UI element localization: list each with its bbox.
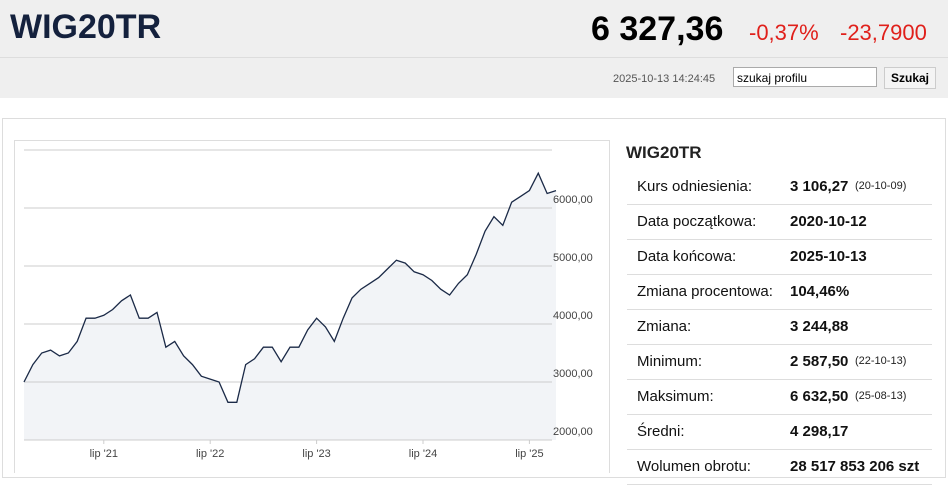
- stats-label: Średni:: [637, 423, 685, 440]
- timestamp: 2025-10-13 14:24:45: [613, 73, 716, 85]
- stats-value: 4 298,17: [790, 423, 849, 440]
- chart: 2000,00 3000,00 4000,00 5000,00 6000,00 lip '…: [14, 140, 610, 473]
- separator: [0, 57, 948, 58]
- stats-note: (22-10-13): [855, 355, 907, 367]
- y-tick-label: 4000,00: [553, 310, 593, 322]
- stats-label: Maksimum:: [637, 388, 714, 405]
- x-tick-label: lip '24: [409, 448, 437, 460]
- stats-title: WIG20TR: [626, 143, 702, 162]
- header: WIG20TR 6 327,36 -0,37% -23,7900 2025-10…: [0, 0, 948, 98]
- stats-row: Średni: 4 298,17: [627, 415, 932, 450]
- stats-note: (20-10-09): [855, 180, 907, 192]
- y-tick-label: 3000,00: [553, 368, 593, 380]
- stats-row: Minimum: 2 587,50 (22-10-13): [627, 345, 932, 380]
- stats-value: 6 632,50: [790, 388, 849, 405]
- x-tick-label: lip '25: [515, 448, 543, 460]
- stats-row: Kurs odniesienia: 3 106,27 (20-10-09): [627, 170, 932, 205]
- stats-value: 28 517 853 206 szt: [790, 458, 920, 475]
- stats-value: 104,46%: [790, 283, 850, 300]
- change-pct: -0,37%: [749, 20, 819, 45]
- chart-frame: [14, 140, 610, 473]
- stats-label: Zmiana procentowa:: [637, 283, 773, 300]
- stats-table: Kurs odniesienia: 3 106,27 (20-10-09) Data …: [627, 170, 932, 485]
- stats-label: Wolumen obrotu:: [637, 458, 751, 475]
- stats-row: Wolumen obrotu: 28 517 853 206 szt: [627, 450, 932, 485]
- x-tick-label: lip '21: [90, 448, 118, 460]
- search-input[interactable]: szukaj profilu: [733, 67, 877, 87]
- x-tick-label: lip '23: [302, 448, 330, 460]
- stats-label: Minimum:: [637, 353, 703, 370]
- line: [23, 171, 557, 403]
- change-abs: -23,7900: [840, 20, 927, 45]
- stats-label: Zmiana:: [637, 318, 692, 335]
- y-tick-label: 5000,00: [553, 252, 593, 264]
- symbol: WIG20TR: [10, 8, 162, 46]
- stats-label: Data początkowa:: [637, 213, 757, 230]
- stats-value: 2 587,50: [790, 353, 849, 370]
- x-tick-label: lip '22: [196, 448, 224, 460]
- stats-row: Data końcowa: 2025-10-13: [627, 240, 932, 275]
- area: [24, 173, 556, 440]
- stats-value: 2020-10-12: [790, 213, 867, 230]
- stats-value: 3 106,27: [790, 178, 849, 195]
- stats-row: Data początkowa: 2020-10-12: [627, 205, 932, 240]
- stats-label: Kurs odniesienia:: [637, 178, 753, 195]
- search-button[interactable]: Szukaj: [884, 67, 936, 89]
- price: 6 327,36: [591, 10, 724, 48]
- y-tick-label: 2000,00: [553, 426, 593, 438]
- stats-note: (25-08-13): [855, 390, 907, 402]
- stats-row: Zmiana: 3 244,88: [627, 310, 932, 345]
- stats-value: 2025-10-13: [790, 248, 867, 265]
- stats-label: Data końcowa:: [637, 248, 737, 265]
- stats-row: Maksimum: 6 632,50 (25-08-13): [627, 380, 932, 415]
- y-tick-label: 6000,00: [553, 194, 593, 206]
- stats-row: Zmiana procentowa: 104,46%: [627, 275, 932, 310]
- stats-value: 3 244,88: [790, 318, 849, 335]
